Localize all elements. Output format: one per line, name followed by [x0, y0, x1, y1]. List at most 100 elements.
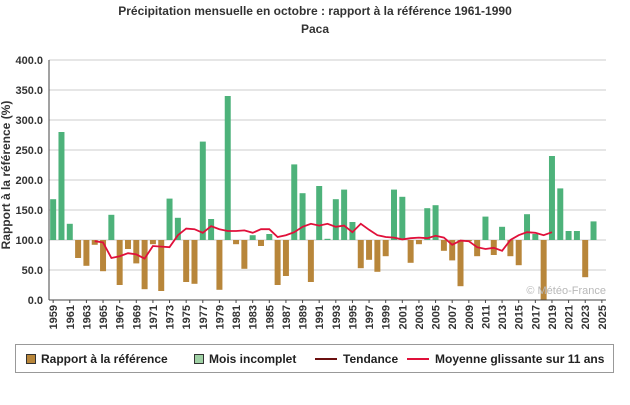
- x-tick-label: 1983: [248, 305, 260, 329]
- x-tick-label: 1985: [264, 305, 276, 329]
- y-tick-label: 400.0: [15, 55, 43, 67]
- legend-swatch-rapport: [26, 354, 36, 364]
- bar-1985: [266, 234, 273, 240]
- bar-1966: [108, 214, 115, 240]
- bar-1986: [274, 240, 281, 285]
- legend-label-moyenne: Moyenne glissante sur 11 ans: [435, 352, 605, 366]
- legend-item-rapport: Rapport à la référence: [26, 352, 168, 366]
- bar-1984: [257, 240, 264, 246]
- bar-1973: [166, 198, 173, 240]
- x-tick-label: 1961: [65, 305, 77, 329]
- bar-1962: [75, 240, 82, 258]
- bar-2008: [457, 240, 464, 287]
- x-tick-label: 1959: [48, 305, 60, 329]
- x-tick-label: 1965: [98, 305, 110, 329]
- bar-2007: [449, 240, 456, 261]
- bar-1992: [324, 238, 331, 240]
- x-tick-label: 2019: [547, 305, 559, 329]
- x-tick-label: 1967: [115, 305, 127, 329]
- bar-1994: [341, 189, 348, 240]
- legend-line-moyenne: [407, 358, 429, 360]
- bar-1990: [307, 240, 314, 282]
- x-tick-label: 2013: [497, 305, 509, 329]
- bar-1970: [141, 240, 148, 290]
- y-tick-label: 0.0: [28, 295, 43, 307]
- x-tick-label: 2007: [447, 305, 459, 329]
- x-tick-label: 2011: [480, 305, 492, 329]
- legend-item-incomplet: Mois incomplet: [194, 352, 296, 366]
- legend-label-rapport: Rapport à la référence: [41, 352, 168, 366]
- bar-2019: [548, 156, 555, 240]
- legend-item-moyenne: Moyenne glissante sur 11 ans: [407, 352, 604, 366]
- x-tick-label: 1981: [231, 305, 243, 329]
- bar-1981: [233, 240, 240, 245]
- bar-1979: [216, 240, 223, 290]
- x-tick-labels: 1959 1961 1963 1965 1967 1969 1971 1973 1975 1977…: [48, 305, 609, 329]
- bar-2020: [557, 188, 564, 240]
- chart-subtitle: Paca: [300, 22, 330, 36]
- x-tick-label: 1993: [331, 305, 343, 329]
- x-tick-label: 2003: [414, 305, 426, 329]
- axes-group: [48, 60, 606, 303]
- x-tick-label: 1995: [347, 305, 359, 329]
- bar-1997: [366, 240, 373, 260]
- bar-1964: [91, 240, 98, 245]
- bar-1991: [316, 186, 323, 240]
- moving-average-group: [94, 222, 553, 260]
- bar-1975: [183, 240, 190, 282]
- bar-1974: [174, 217, 181, 240]
- bar-1961: [66, 223, 73, 240]
- legend-swatch-incomplet: [194, 354, 204, 364]
- grid-lines: [49, 59, 606, 301]
- x-tick-label: 1975: [181, 305, 193, 329]
- bar-2001: [399, 196, 406, 240]
- bar-2014: [507, 240, 514, 257]
- x-tick-label: 2021: [564, 305, 576, 329]
- x-tick-label: 1969: [131, 305, 143, 329]
- bar-1971: [149, 240, 156, 245]
- bar-2015: [515, 240, 522, 266]
- bar-1965: [100, 240, 107, 272]
- bar-1996: [357, 240, 364, 269]
- bar-1987: [282, 240, 289, 276]
- bar-1968: [124, 240, 131, 249]
- x-tick-label: 2015: [514, 305, 526, 329]
- x-tick-label: 1999: [381, 305, 393, 329]
- x-tick-label: 2009: [464, 305, 476, 329]
- bar-1978: [208, 219, 215, 240]
- bar-1967: [116, 240, 123, 285]
- bars-group: [50, 96, 597, 300]
- x-tick-label: 1963: [81, 305, 93, 329]
- x-tick-label: 2025: [597, 305, 609, 329]
- x-tick-label: 2023: [580, 305, 592, 329]
- bar-2006: [440, 240, 447, 251]
- bar-1976: [191, 240, 198, 284]
- bar-2011: [482, 216, 489, 240]
- bar-2003: [415, 240, 422, 245]
- legend-line-tendance: [315, 358, 337, 360]
- bar-2021: [565, 231, 572, 240]
- y-tick-label: 50.0: [22, 265, 43, 277]
- bar-1980: [224, 96, 231, 240]
- bar-1989: [299, 193, 306, 240]
- y-tick-label: 300.0: [15, 115, 43, 127]
- bar-2002: [407, 240, 414, 263]
- bar-1959: [50, 199, 57, 240]
- bar-1982: [241, 240, 248, 269]
- x-tick-label: 1977: [198, 305, 210, 329]
- x-tick-label: 2001: [397, 305, 409, 329]
- y-tick-label: 350.0: [15, 85, 43, 97]
- y-tick-labels: 0.0 50.0 100.0 150.0 200.0 250.0 300.0 350.0 400…: [15, 55, 43, 307]
- bar-1969: [133, 240, 140, 264]
- watermark: © Météo-France: [526, 285, 606, 297]
- bar-2013: [499, 226, 506, 240]
- x-tick-label: 1997: [364, 305, 376, 329]
- x-tick-label: 1979: [214, 305, 226, 329]
- x-tick-label: 1989: [298, 305, 310, 329]
- legend: Rapport à la référence Mois incomplet Te…: [15, 344, 614, 373]
- bar-1972: [158, 240, 165, 291]
- bar-1988: [291, 164, 298, 240]
- y-tick-label: 250.0: [15, 145, 43, 157]
- bar-1993: [332, 199, 339, 240]
- x-tick-label: 1971: [148, 305, 160, 329]
